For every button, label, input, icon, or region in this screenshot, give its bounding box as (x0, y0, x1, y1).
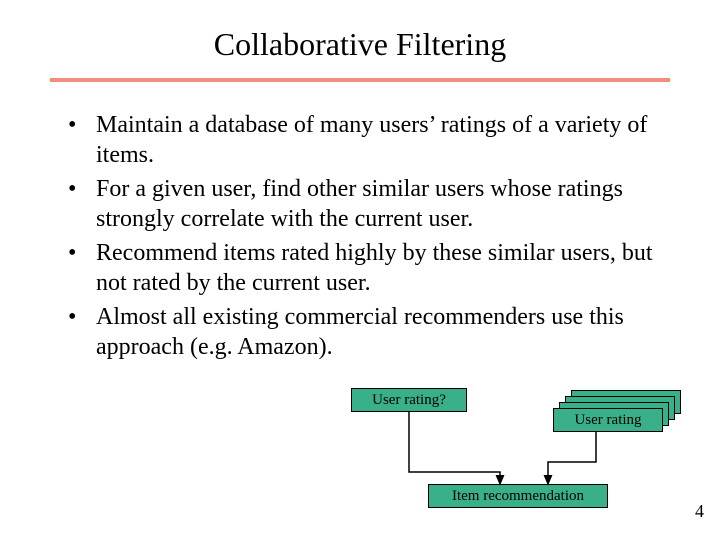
bullet-text: For a given user, find other similar use… (96, 174, 658, 234)
bullet-text: Almost all existing commercial recommend… (96, 302, 658, 362)
title-underline (50, 78, 670, 82)
db-box (565, 396, 675, 420)
query-box-label: User rating? (372, 392, 446, 409)
list-item: • Almost all existing commercial recomme… (68, 302, 658, 362)
bullet-list: • Maintain a database of many users’ rat… (68, 110, 658, 366)
db-box-front: User rating (553, 408, 663, 432)
list-item: • Recommend items rated highly by these … (68, 238, 658, 298)
list-item: • Maintain a database of many users’ rat… (68, 110, 658, 170)
db-box (559, 402, 669, 426)
bullet-marker: • (68, 238, 96, 298)
page-number: 4 (695, 501, 704, 522)
arrow-query-to-result (409, 412, 500, 484)
result-box-label: Item recommendation (452, 488, 584, 505)
bullet-text: Maintain a database of many users’ ratin… (96, 110, 658, 170)
db-box (571, 390, 681, 414)
query-box: User rating? (351, 388, 467, 412)
bullet-text: Recommend items rated highly by these si… (96, 238, 658, 298)
result-box: Item recommendation (428, 484, 608, 508)
bullet-marker: • (68, 174, 96, 234)
db-box-label: User rating (574, 412, 641, 429)
slide: Collaborative Filtering • Maintain a dat… (0, 0, 720, 540)
slide-title: Collaborative Filtering (0, 26, 720, 63)
list-item: • For a given user, find other similar u… (68, 174, 658, 234)
arrow-db-to-result (548, 432, 596, 484)
bullet-marker: • (68, 302, 96, 362)
bullet-marker: • (68, 110, 96, 170)
